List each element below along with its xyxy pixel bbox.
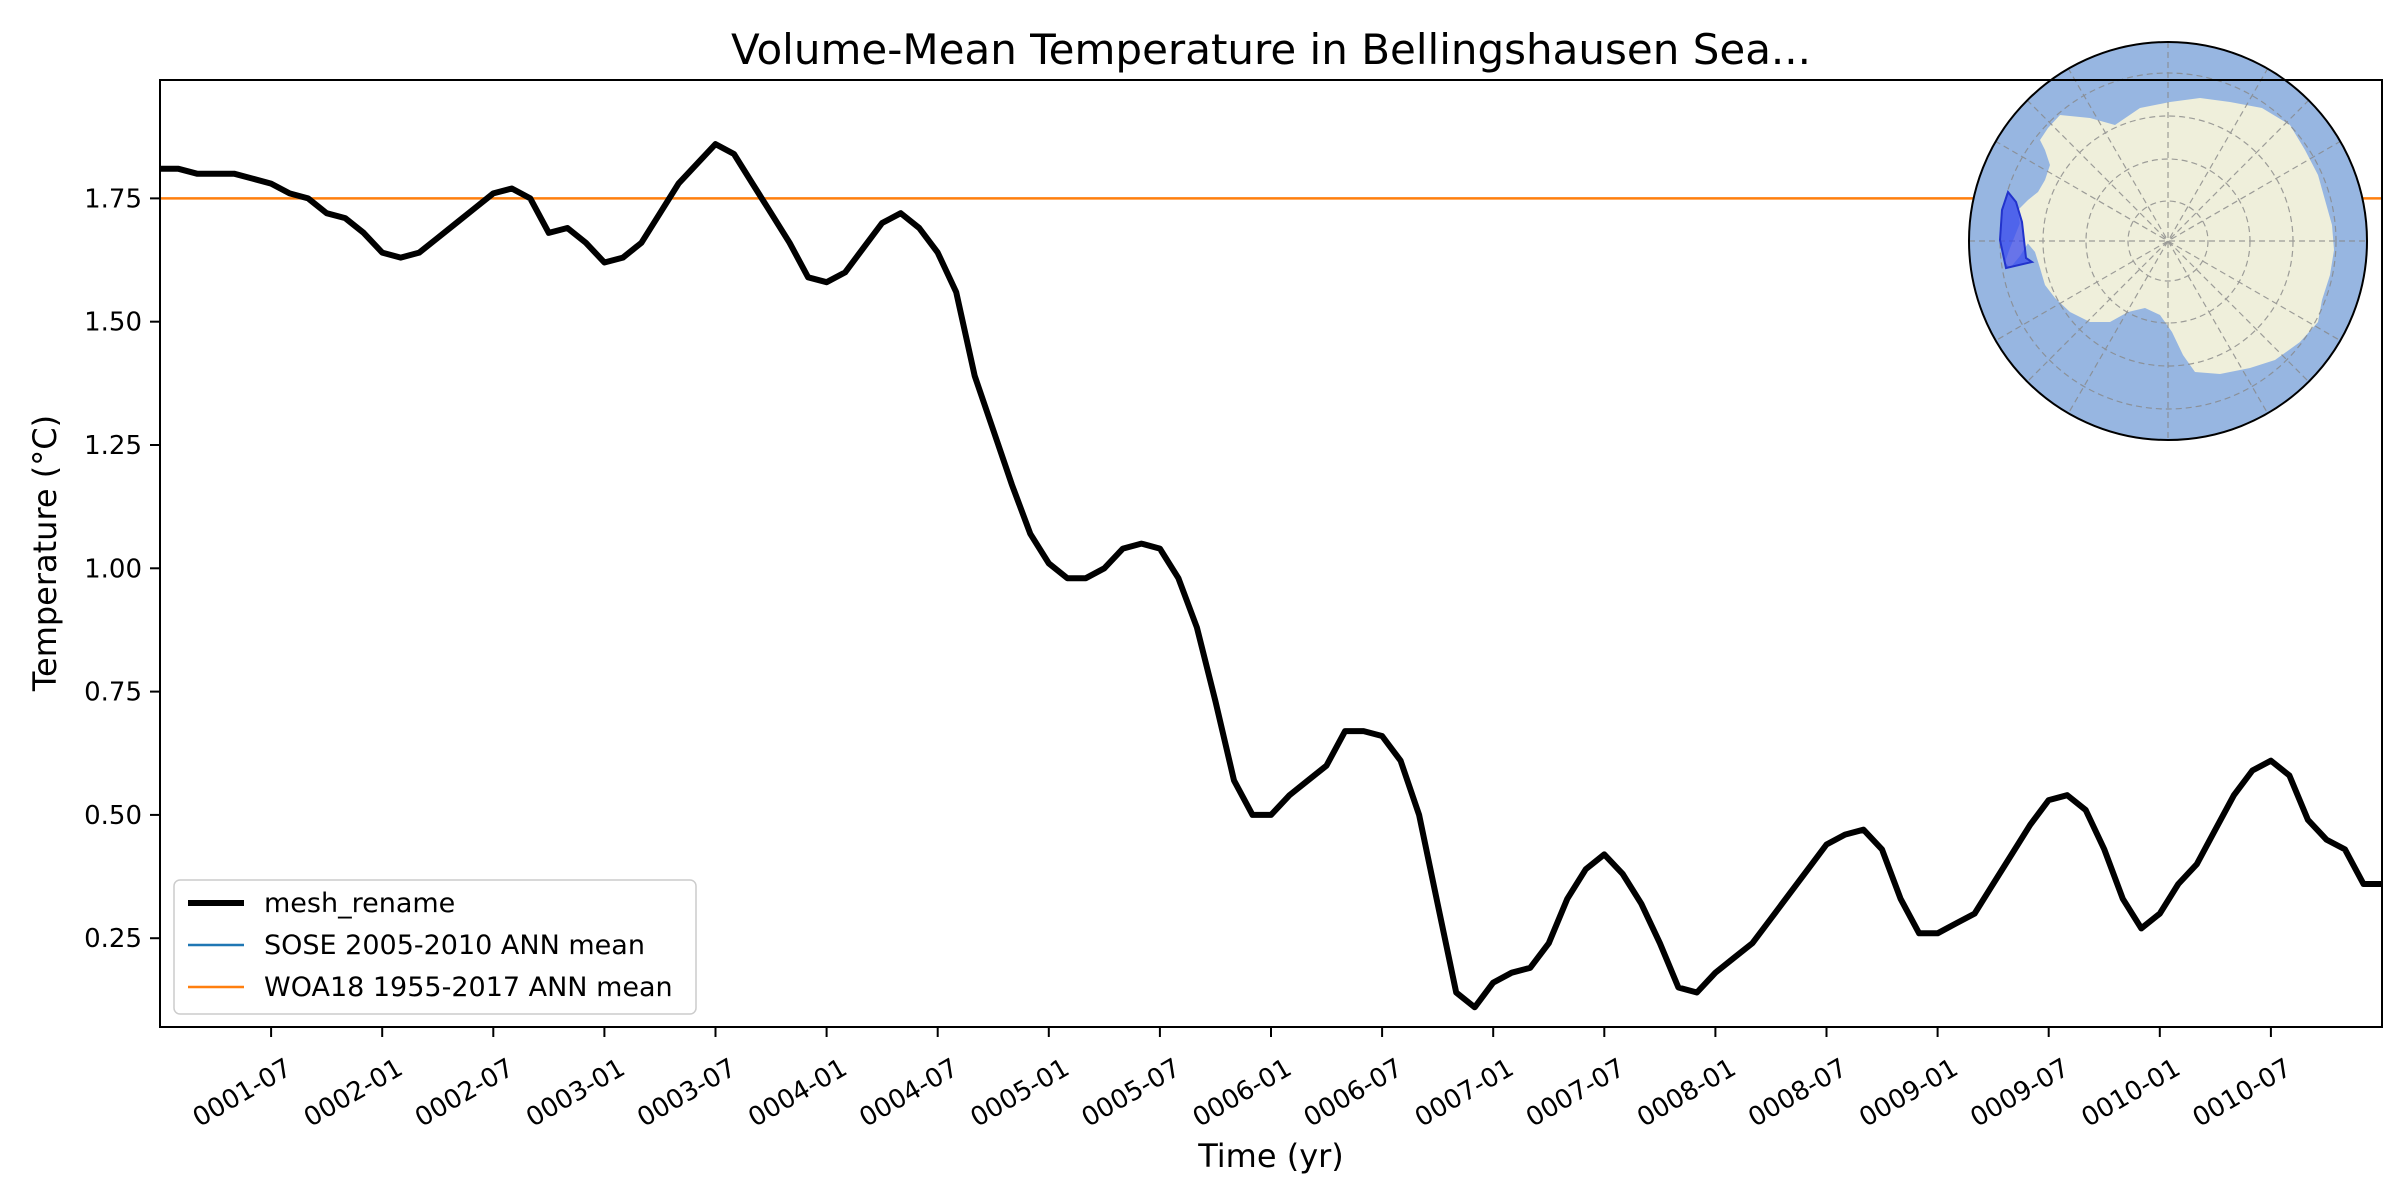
y-tick-label: 1.50	[84, 308, 142, 338]
x-tick-label: 0009-01	[1854, 1053, 1963, 1133]
chart-title: Volume-Mean Temperature in Bellingshause…	[731, 25, 1811, 74]
y-tick-label: 1.25	[84, 431, 142, 461]
x-tick-label: 0007-07	[1521, 1053, 1630, 1133]
y-tick-label: 0.50	[84, 801, 142, 831]
x-tick-label: 0001-07	[188, 1053, 297, 1133]
x-tick-label: 0010-07	[2188, 1053, 2297, 1133]
legend-label-sose: SOSE 2005-2010 ANN mean	[264, 930, 645, 961]
x-axis-label: Time (yr)	[1197, 1137, 1344, 1175]
x-tick-label: 0002-07	[410, 1053, 519, 1133]
y-tick-label: 0.25	[84, 924, 142, 954]
y-tick-label: 0.75	[84, 678, 142, 708]
x-tick-label: 0003-01	[521, 1053, 630, 1133]
x-tick-label: 0004-01	[743, 1053, 852, 1133]
y-axis-ticks: 0.25 0.50 0.75 1.00 1.25 1.50 1.75	[84, 184, 160, 954]
legend: mesh_rename SOSE 2005-2010 ANN mean WOA1…	[173, 879, 697, 1015]
x-tick-label: 0008-07	[1743, 1053, 1852, 1133]
x-tick-label: 0005-01	[966, 1053, 1075, 1133]
y-tick-label: 1.00	[84, 554, 142, 584]
x-axis-ticks: 0001-07 0002-01 0002-07 0003-01 0003-07 0004-…	[188, 1027, 2297, 1133]
x-tick-label: 0010-01	[2077, 1053, 2186, 1133]
legend-label-woa18: WOA18 1955-2017 ANN mean	[264, 972, 673, 1003]
x-tick-label: 0005-07	[1077, 1053, 1186, 1133]
legend-label-mesh-rename: mesh_rename	[264, 888, 455, 919]
y-tick-label: 1.75	[84, 184, 142, 214]
y-axis-label: Temperature (°C)	[26, 415, 64, 692]
x-tick-label: 0002-01	[299, 1053, 408, 1133]
x-tick-label: 0006-01	[1188, 1053, 1297, 1133]
legend-box	[173, 879, 697, 1015]
x-tick-label: 0008-01	[1632, 1053, 1741, 1133]
x-tick-label: 0006-07	[1299, 1053, 1408, 1133]
mesh-rename-series-line	[160, 141, 2382, 1011]
x-tick-label: 0003-07	[632, 1053, 741, 1133]
x-tick-label: 0004-07	[855, 1053, 964, 1133]
x-tick-label: 0007-01	[1410, 1053, 1519, 1133]
x-tick-label: 0009-07	[1966, 1053, 2075, 1133]
bellingshausen-region-polygon	[1998, 189, 2035, 270]
inset-antarctica-map	[1968, 41, 2368, 441]
